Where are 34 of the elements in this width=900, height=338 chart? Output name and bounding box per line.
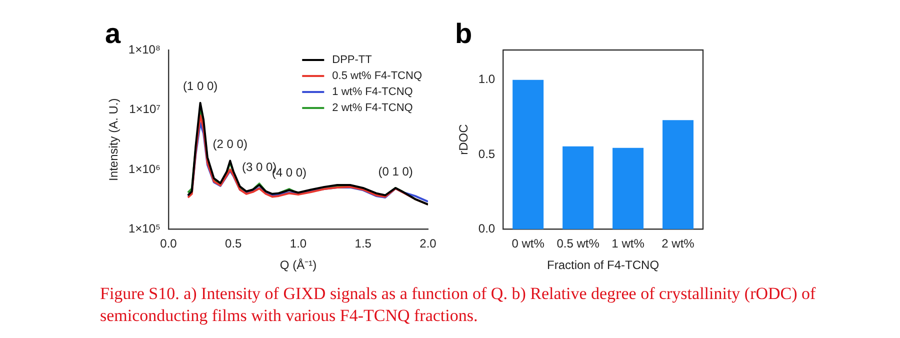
x-axis-title: Q (Å⁻¹)	[280, 258, 317, 272]
legend-label: 2 wt% F4-TCNQ	[332, 102, 414, 114]
y-tick-label: 1×10⁷	[129, 102, 160, 116]
annotation: (1 0 0)	[182, 79, 218, 94]
x-tick-label: 1 wt%	[612, 236, 645, 251]
x-tick-label: 2 wt%	[662, 236, 695, 251]
y-tick-label: 1×10⁸	[128, 42, 160, 56]
annotation: (0 1 0)	[378, 164, 413, 178]
bar	[612, 148, 644, 230]
x-tick-label: 0.5	[225, 236, 242, 251]
x-axis-title: Fraction of F4-TCNQ	[547, 258, 660, 272]
legend-label: DPP-TT	[332, 54, 372, 66]
caption: Figure S10. a) Intensity of GIXD signals as a function of Q. b) Relative degree of crystallinity (rODC) of semiconducting films with various F4-TCNQ fractions.	[100, 283, 817, 327]
y-tick-label: 1×10⁶	[128, 162, 161, 176]
y-tick-label: 1.0	[478, 72, 496, 86]
text: a	[105, 18, 121, 50]
legend-label: 1 wt% F4-TCNQ	[332, 86, 414, 98]
x-tick-label: 1.0	[290, 236, 307, 251]
y-axis-title: rDOC	[456, 124, 471, 155]
bar	[662, 120, 694, 230]
x-tick-label: 0 wt%	[512, 236, 545, 251]
y-tick-label: 1×10⁵	[128, 222, 161, 236]
y-tick-label: 0.0	[478, 222, 496, 236]
bar	[562, 146, 594, 230]
text: b	[455, 18, 472, 50]
legend-label: 0.5 wt% F4-TCNQ	[332, 70, 422, 82]
bar	[512, 80, 544, 230]
x-tick-label: 2.0	[420, 236, 437, 251]
x-tick-label: 0.5 wt%	[556, 236, 600, 251]
y-axis-title: Intensity (A. U.)	[106, 98, 121, 181]
annotation: (2 0 0)	[212, 137, 248, 152]
x-tick-label: 0.0	[160, 236, 178, 251]
x-tick-label: 1.5	[354, 236, 372, 251]
y-tick-label: 0.5	[478, 146, 496, 161]
